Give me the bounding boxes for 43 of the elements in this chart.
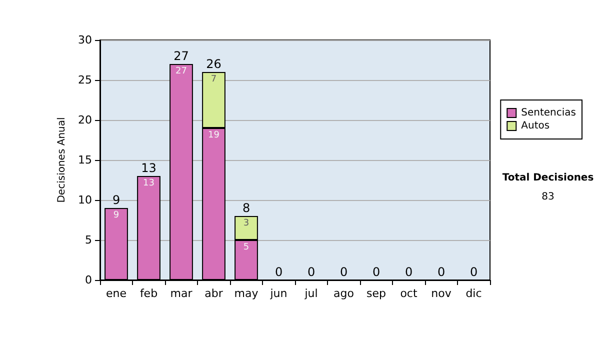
x-tick-label: ago bbox=[334, 287, 354, 300]
x-tick-label: ene bbox=[106, 287, 127, 300]
x-tick-label: nov bbox=[431, 287, 452, 300]
y-axis-title: Decisiones Anual bbox=[56, 117, 68, 203]
legend-label: Autos bbox=[521, 120, 550, 132]
legend-label: Sentencias bbox=[521, 108, 576, 118]
y-tick-label: 30 bbox=[78, 34, 92, 46]
total-label: 0 bbox=[437, 265, 446, 279]
total-label: 13 bbox=[141, 161, 156, 175]
x-tick-label: mar bbox=[170, 287, 193, 300]
x-tick-label: jul bbox=[304, 287, 318, 300]
y-tick-label: 0 bbox=[85, 274, 92, 286]
data-label: 7 bbox=[210, 74, 217, 84]
total-label: 0 bbox=[307, 265, 316, 279]
data-label: 19 bbox=[208, 130, 220, 140]
text: Total Decisiones bbox=[502, 172, 594, 184]
x-tick-label: feb bbox=[140, 287, 158, 300]
x-tick-label: dic bbox=[466, 287, 482, 300]
y-tick-label: 5 bbox=[85, 234, 92, 246]
x-tick-label: abr bbox=[204, 287, 224, 300]
data-label: 5 bbox=[243, 242, 250, 252]
total-label: 9 bbox=[112, 193, 120, 207]
text: 83 bbox=[542, 192, 554, 202]
total-label: 0 bbox=[404, 265, 413, 279]
y-tick-label: 15 bbox=[78, 154, 92, 166]
y-tick-label: 10 bbox=[78, 194, 92, 206]
x-tick-label: sep bbox=[366, 287, 386, 300]
x-tick-label: may bbox=[234, 287, 259, 300]
total-label: 8 bbox=[242, 201, 250, 215]
x-tick-label: jun bbox=[269, 287, 288, 300]
y-tick-label: 25 bbox=[78, 74, 92, 86]
total-label: 26 bbox=[206, 57, 222, 71]
total-label: 0 bbox=[274, 265, 283, 279]
total-label: 0 bbox=[470, 265, 478, 279]
y-tick-label: 20 bbox=[78, 114, 92, 126]
data-label: 27 bbox=[176, 66, 187, 76]
total-label: 27 bbox=[174, 49, 189, 63]
data-label: 3 bbox=[243, 218, 250, 228]
data-label: 9 bbox=[113, 210, 120, 220]
data-label: 13 bbox=[143, 178, 154, 188]
total-label: 0 bbox=[372, 265, 380, 279]
total-label: 0 bbox=[340, 265, 348, 279]
x-tick-label: oct bbox=[400, 287, 418, 300]
